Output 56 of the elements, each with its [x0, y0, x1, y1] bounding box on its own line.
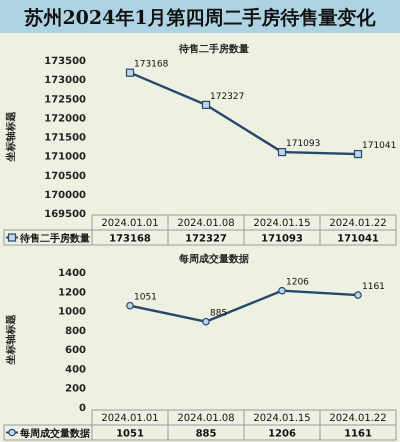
x-tick-label: 2024.01.01 — [101, 218, 159, 229]
y-tick-label: 173500 — [44, 56, 86, 67]
legend-label: 待售二手房数量 — [19, 232, 90, 244]
data-label: 171041 — [337, 234, 379, 244]
point — [278, 148, 286, 156]
annotation: 1161 — [362, 282, 385, 292]
point — [126, 302, 134, 310]
x-tick-label: 2024.01.15 — [253, 413, 311, 424]
x-tick-label: 2024.01.22 — [329, 218, 387, 229]
y-tick-label: 400 — [65, 364, 86, 376]
annotation: 171041 — [362, 141, 396, 152]
legend-label: 每周成交量数据 — [19, 428, 90, 440]
point — [202, 318, 210, 326]
y-axis-title: 坐标轴标题 — [5, 314, 17, 366]
y-tick-label: 172000 — [44, 113, 86, 124]
y-tick-label: 1200 — [58, 287, 86, 298]
y-tick-label: 169500 — [44, 209, 86, 220]
data-label: 172327 — [185, 234, 227, 244]
y-tick-label: 170000 — [44, 190, 86, 201]
data-label: 1206 — [268, 428, 296, 440]
data-label: 171093 — [261, 234, 303, 244]
data-label: 1161 — [344, 428, 372, 440]
y-tick-label: 200 — [65, 384, 86, 395]
x-tick-label: 2024.01.08 — [177, 413, 235, 424]
y-axis-title: 坐标轴标题 — [5, 112, 17, 162]
x-tick-label: 2024.01.01 — [101, 413, 159, 424]
y-tick-label: 173000 — [44, 75, 86, 86]
y-tick-label: 172500 — [44, 94, 86, 106]
point — [278, 286, 286, 295]
annotation: 1051 — [134, 292, 157, 303]
chart-title: 每周成交量数据 — [178, 253, 249, 265]
y-tick-label: 1000 — [58, 306, 86, 318]
annotation: 173168 — [134, 60, 169, 70]
x-tick-label: 2024.01.22 — [329, 413, 387, 424]
annotation: 1206 — [286, 278, 310, 288]
point — [126, 68, 134, 77]
y-tick-label: 171500 — [44, 132, 86, 144]
annotation: 885 — [210, 308, 228, 319]
y-tick-label: 600 — [65, 345, 86, 356]
chart-title: 苏州2024年1月第四周二手房待售量变化 — [23, 7, 377, 29]
point — [202, 100, 210, 109]
y-tick-label: 800 — [65, 326, 86, 337]
y-tick-label: 1400 — [58, 268, 86, 279]
data-label: 1051 — [116, 428, 144, 440]
annotation: 171093 — [286, 139, 320, 150]
x-tick-label: 2024.01.15 — [253, 218, 311, 229]
data-label: 173168 — [109, 234, 151, 244]
x-tick-label: 2024.01.08 — [177, 218, 235, 229]
y-tick-label: 0 — [79, 403, 86, 414]
data-label: 885 — [196, 428, 216, 440]
y-tick-label: 170500 — [44, 170, 86, 182]
y-tick-label: 171000 — [44, 152, 86, 163]
point — [354, 150, 362, 158]
chart-subtitle: 待售二手房数量 — [178, 43, 249, 55]
annotation: 172327 — [210, 92, 244, 102]
point — [354, 291, 362, 299]
